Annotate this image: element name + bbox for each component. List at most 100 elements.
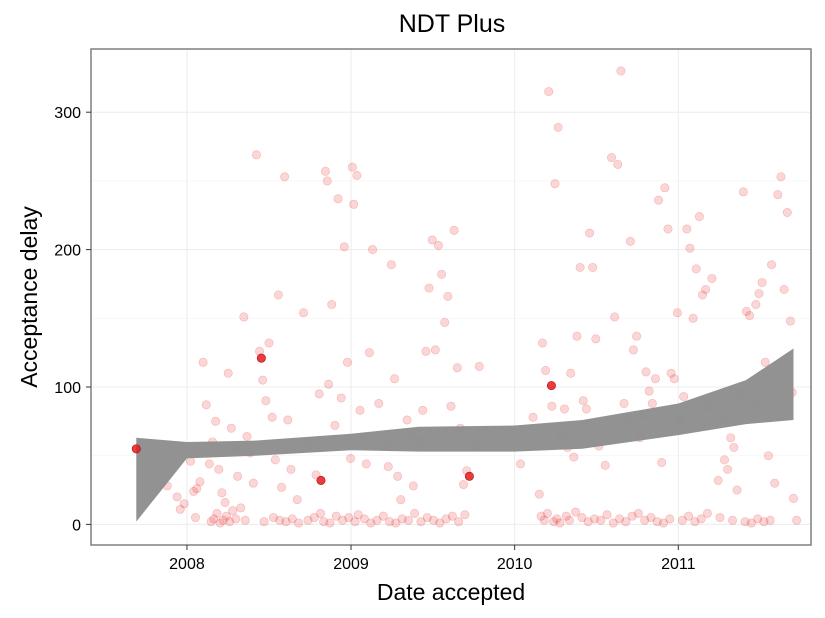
data-point (327, 300, 337, 310)
data-point (552, 514, 562, 524)
data-point (715, 513, 725, 523)
data-point (366, 518, 376, 528)
data-point (564, 515, 574, 525)
grid-lines (91, 49, 811, 545)
y-axis: 0 100 200 300 (54, 105, 91, 534)
data-point (449, 225, 459, 235)
data-point (596, 515, 606, 525)
data-point (299, 308, 309, 318)
data-point (316, 508, 326, 518)
smooth-ribbon (136, 348, 794, 522)
data-point (610, 312, 620, 322)
data-point (446, 401, 456, 411)
panel-border (90, 48, 812, 546)
data-point (741, 306, 751, 316)
data-point (619, 398, 629, 408)
data-point (236, 503, 246, 513)
data-point (258, 375, 268, 385)
data-point (352, 170, 362, 180)
data-point (452, 363, 462, 373)
data-point (581, 404, 591, 414)
chart-title: NDT Plus (399, 10, 506, 38)
data-point (460, 510, 470, 520)
data-point (600, 460, 610, 470)
y-tick-label: 0 (72, 517, 81, 534)
data-point (549, 517, 559, 527)
data-point (430, 345, 440, 355)
data-point (746, 518, 756, 528)
data-point (215, 518, 225, 528)
y-tick-label: 300 (54, 105, 81, 122)
y-tick-label: 100 (54, 380, 81, 397)
data-point (212, 508, 222, 518)
data-point (615, 514, 625, 524)
data-point (688, 313, 698, 323)
data-point (782, 208, 792, 218)
data-point (528, 412, 538, 422)
data-point (679, 392, 689, 402)
data-point (732, 485, 742, 495)
data-point (330, 420, 340, 430)
data-point (534, 489, 544, 499)
data-point (566, 368, 576, 378)
data-point (684, 511, 694, 521)
data-point (760, 357, 770, 367)
data-point (239, 312, 249, 322)
data-point (553, 122, 563, 132)
data-point (195, 477, 205, 487)
plot-panel (90, 48, 812, 546)
data-point (539, 515, 549, 525)
data-point (696, 514, 706, 524)
data-point (776, 172, 786, 182)
data-point (652, 517, 662, 527)
data-point (372, 515, 382, 525)
data-point (225, 517, 235, 527)
data-point (644, 386, 654, 396)
data-point (424, 283, 434, 293)
data-point (320, 166, 330, 176)
data-point (422, 513, 432, 523)
data-point (344, 513, 354, 523)
data-point (359, 514, 369, 524)
data-point (429, 515, 439, 525)
data-point (515, 459, 525, 469)
data-point (349, 199, 359, 209)
data-point (172, 492, 182, 502)
y-axis-title: Acceptance delay (16, 206, 42, 388)
data-point (175, 504, 185, 514)
data-point (374, 398, 384, 408)
data-point (606, 153, 616, 163)
data-point (206, 517, 216, 527)
data-point (660, 183, 670, 193)
data-point (763, 451, 773, 461)
data-point (393, 471, 403, 481)
data-point (303, 515, 313, 525)
x-axis: 2008 2009 2010 2011 (169, 545, 696, 573)
data-point (753, 514, 763, 524)
data-point (608, 518, 618, 528)
x-tick-label: 2011 (661, 556, 696, 573)
data-point (719, 455, 729, 465)
data-point (544, 87, 554, 97)
data-point (437, 269, 447, 279)
data-point (441, 514, 451, 524)
x-axis-title: Date accepted (377, 579, 525, 605)
data-point (402, 415, 412, 425)
data-point (792, 515, 802, 525)
data-point (474, 361, 484, 371)
data-point (541, 366, 551, 376)
data-point (190, 513, 200, 523)
data-point (672, 308, 682, 318)
data-point (627, 511, 637, 521)
data-point (270, 455, 280, 465)
data-point (273, 290, 283, 300)
data-point (339, 242, 349, 252)
data-point (767, 260, 777, 270)
data-point (633, 508, 643, 518)
data-point (665, 514, 675, 524)
data-point (785, 316, 795, 326)
data-point (281, 517, 291, 527)
data-point (201, 400, 211, 410)
data-point (585, 228, 595, 238)
data-point (621, 517, 631, 527)
